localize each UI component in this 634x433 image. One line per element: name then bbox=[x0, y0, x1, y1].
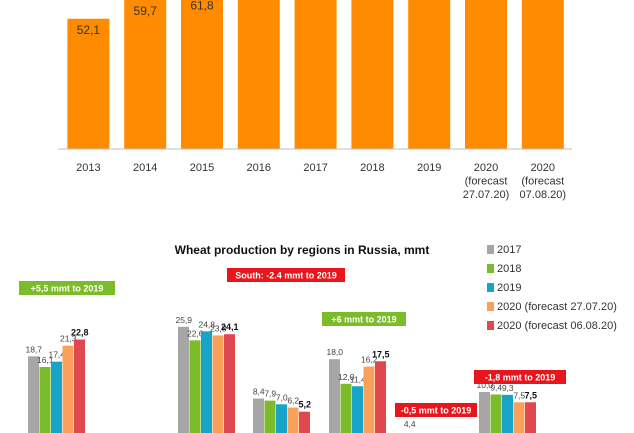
annotation-text: +5,5 mmt to 2019 bbox=[31, 284, 104, 294]
x-tick-label: 2013 bbox=[76, 162, 100, 174]
region-bar-value-label: 22,8 bbox=[71, 328, 89, 338]
annotation-box bbox=[322, 312, 406, 326]
region-bar bbox=[340, 383, 352, 433]
annotation-box bbox=[227, 268, 345, 282]
region-bar bbox=[276, 404, 287, 433]
annotation-box bbox=[474, 370, 566, 384]
region-bar bbox=[224, 334, 235, 433]
region-bar-value-label: 25,9 bbox=[175, 315, 192, 325]
legend-swatch bbox=[487, 264, 494, 273]
x-tick-label: 2018 bbox=[360, 162, 384, 174]
region-bar bbox=[502, 394, 513, 433]
region-bar-value-label: 21,3 bbox=[60, 334, 77, 344]
bar-8 bbox=[521, 0, 564, 149]
region-bar-value-label: 24,1 bbox=[221, 322, 239, 332]
legend-swatch bbox=[487, 302, 494, 311]
region-bar-value-label: 22,6 bbox=[187, 328, 204, 338]
x-tick-label: (forecast bbox=[465, 176, 508, 188]
region-bar bbox=[264, 400, 276, 433]
bar-7 bbox=[465, 0, 507, 149]
annotation-text: -1,8 mmt to 2019 bbox=[485, 373, 556, 383]
region-bar-value-label: 18,0 bbox=[326, 347, 343, 357]
region-bar-value-label: 10,0 bbox=[476, 380, 493, 390]
region-bar-value-label: 18,7 bbox=[25, 344, 42, 354]
region-bar-value-label: 6,2 bbox=[287, 396, 299, 406]
region-bar-value-label: 17,5 bbox=[372, 349, 390, 359]
x-tick-label: 2019 bbox=[417, 162, 441, 174]
region-bar-value-label: 12,0 bbox=[338, 372, 355, 382]
region-bar-value-label: 5,2 bbox=[298, 400, 311, 410]
x-tick-label: 2015 bbox=[190, 162, 214, 174]
region-bar bbox=[513, 402, 525, 433]
legend-label: 2018 bbox=[497, 263, 521, 275]
annotation-box bbox=[395, 403, 477, 417]
annotation-text: South: -2.4 mmt to 2019 bbox=[235, 271, 337, 281]
annotation-box bbox=[19, 281, 115, 295]
region-bar bbox=[212, 335, 224, 433]
region-bar-value-label: 16,1 bbox=[37, 355, 54, 365]
annotation-text: +6 mmt to 2019 bbox=[331, 315, 396, 325]
region-bar bbox=[39, 366, 51, 433]
annotation-text: -0,5 mmt to 2019 bbox=[401, 406, 472, 416]
region-bar-value-label: 24,8 bbox=[198, 319, 215, 329]
region-bar bbox=[201, 331, 212, 433]
region-bar bbox=[62, 345, 74, 433]
x-tick-label: 2016 bbox=[247, 162, 271, 174]
legend-label: 2020 (forecast 06.08.20) bbox=[497, 320, 617, 332]
bar-4 bbox=[294, 0, 337, 149]
bar-value-label: 59,7 bbox=[134, 4, 158, 18]
region-bar-value-label: 17,4 bbox=[48, 350, 65, 360]
bar-value-label: 52,1 bbox=[77, 23, 101, 37]
region-bar bbox=[189, 340, 201, 433]
region-bar bbox=[479, 392, 490, 433]
chart-title: Wheat production by regions in Russia, m… bbox=[175, 243, 430, 257]
region-bar bbox=[329, 359, 340, 433]
bar-value-label: 61,8 bbox=[190, 0, 214, 13]
x-tick-label: 2017 bbox=[303, 162, 327, 174]
legend-swatch bbox=[487, 283, 494, 292]
region-bar-value-label: 4,4 bbox=[404, 419, 416, 429]
region-bar-value-label: 7,5 bbox=[513, 390, 525, 400]
region-bar-value-label: 8,4 bbox=[253, 387, 265, 397]
region-bar bbox=[363, 366, 375, 433]
legend-label: 2019 bbox=[497, 282, 521, 294]
region-bar-value-label: 7,9 bbox=[264, 389, 276, 399]
bar-6 bbox=[408, 0, 451, 149]
legend-label: 2020 (forecast 27.07.20) bbox=[497, 301, 617, 313]
region-bar-value-label: 7,5 bbox=[524, 390, 537, 400]
x-tick-label: (forecast bbox=[521, 176, 564, 188]
region-bar bbox=[253, 398, 264, 433]
x-tick-label: 2014 bbox=[133, 162, 157, 174]
bar-3 bbox=[237, 0, 280, 149]
bar-1 bbox=[124, 0, 167, 149]
region-bar bbox=[28, 356, 39, 433]
region-bar bbox=[287, 407, 299, 433]
region-bar bbox=[352, 386, 363, 433]
bar-0 bbox=[67, 18, 110, 149]
x-tick-label: 2020 bbox=[474, 162, 498, 174]
region-bar bbox=[375, 361, 386, 433]
legend-swatch bbox=[487, 321, 494, 330]
region-bar bbox=[74, 339, 85, 433]
region-bar bbox=[178, 326, 189, 433]
x-tick-label: 07.08.20) bbox=[520, 189, 566, 201]
legend-label: 2017 bbox=[497, 244, 521, 256]
region-bar-value-label: 9,3 bbox=[502, 383, 514, 393]
region-bar bbox=[525, 402, 536, 433]
region-bar bbox=[490, 394, 502, 433]
region-bar bbox=[299, 411, 310, 433]
x-tick-label: 27.07.20) bbox=[463, 189, 509, 201]
region-bar bbox=[51, 361, 62, 433]
region-bar-value-label: 9,4 bbox=[490, 382, 502, 392]
bar-5 bbox=[351, 0, 394, 149]
region-bar-value-label: 16,2 bbox=[361, 355, 378, 365]
region-bar-value-label: 7,0 bbox=[276, 392, 288, 402]
legend-swatch bbox=[487, 245, 494, 254]
region-bar-value-label: 23,8 bbox=[210, 323, 227, 333]
x-tick-label: 2020 bbox=[531, 162, 555, 174]
region-bar-value-label: 11,4 bbox=[350, 374, 366, 384]
bar-2 bbox=[181, 0, 223, 149]
